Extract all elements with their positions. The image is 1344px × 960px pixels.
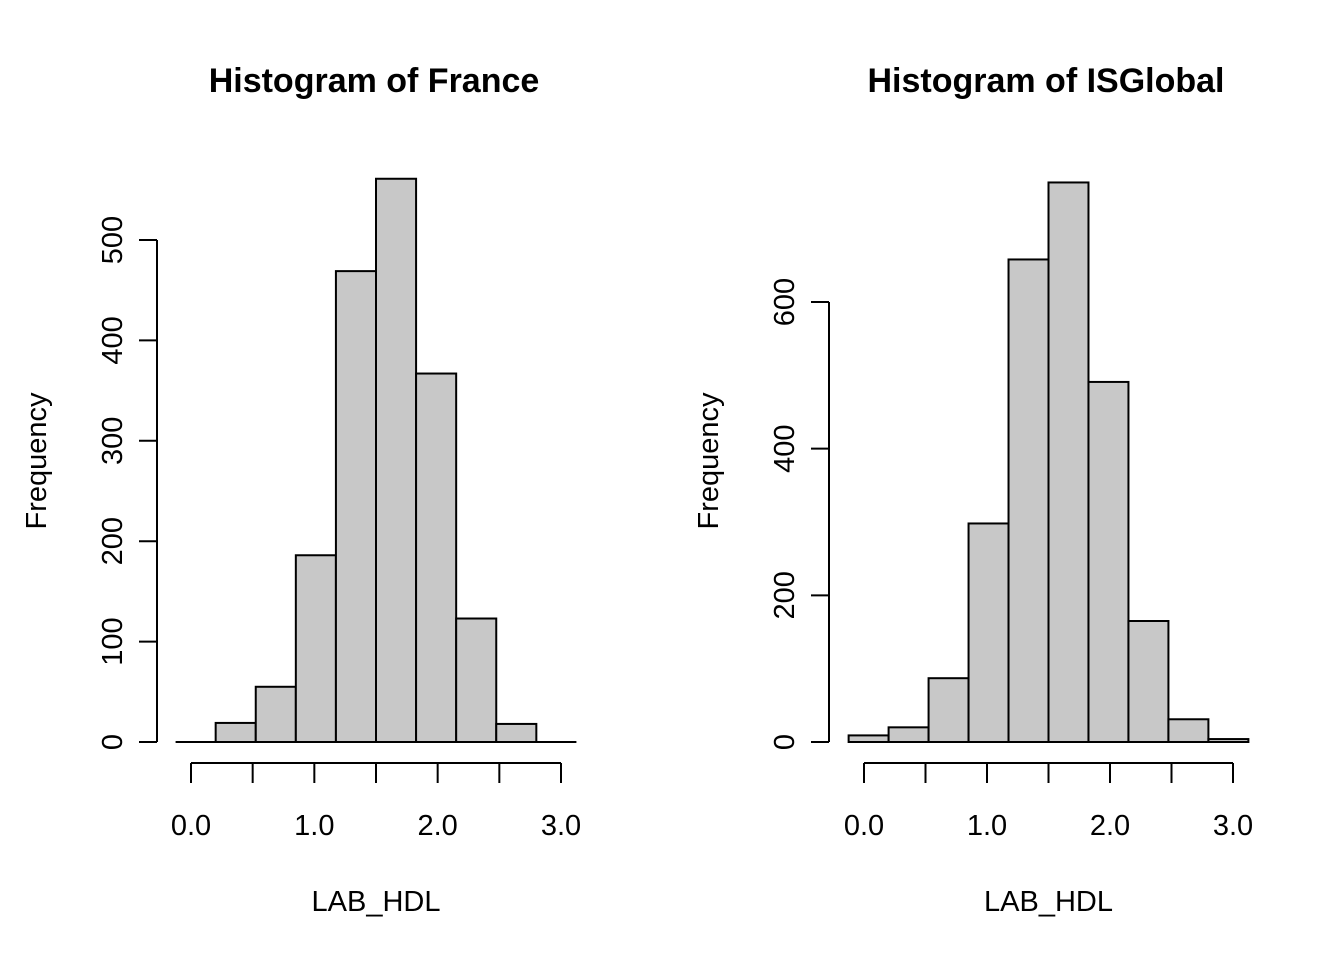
x-tick-label: 2.0	[1090, 810, 1130, 842]
x-axis-label: LAB_HDL	[984, 886, 1113, 918]
x-tick-label: 1.0	[294, 810, 334, 842]
x-axis: 0.0 1.0 2.0 3.0	[171, 762, 581, 842]
x-tick-label: 3.0	[1213, 810, 1253, 842]
histogram-bar	[967, 522, 1010, 744]
histogram-panel-1: Histogram of France 0 100 200 300 400 500 0.0 1.…	[21, 62, 581, 918]
y-tick-label: 200	[769, 571, 801, 619]
histogram-bar	[1127, 620, 1170, 743]
x-axis-label: LAB_HDL	[312, 886, 441, 918]
histogram-bar	[415, 372, 458, 743]
histogram-bar	[887, 726, 930, 743]
y-tick-label: 500	[97, 216, 129, 264]
bars	[175, 177, 577, 744]
x-tick-label: 1.0	[967, 810, 1007, 842]
y-tick-label: 0	[97, 734, 129, 750]
histogram-panel-2: Histogram of ISGlobal 0 200 400 600 0.0 1.0 2.0…	[693, 62, 1253, 918]
histogram-bar	[214, 721, 257, 744]
y-axis-label: Frequency	[693, 392, 725, 530]
y-tick-label: 300	[97, 417, 129, 465]
histogram-bar	[294, 554, 337, 743]
histogram-bar	[495, 722, 538, 743]
histogram-bar	[927, 677, 970, 744]
histogram-bar	[334, 270, 377, 743]
histogram-bar	[1047, 181, 1090, 743]
bars	[847, 181, 1250, 744]
histogram-bar	[847, 734, 890, 744]
histogram-bar	[1087, 380, 1130, 743]
y-tick-label: 100	[97, 617, 129, 665]
y-tick-label: 400	[97, 316, 129, 364]
y-axis: 0 200 400 600	[769, 278, 830, 750]
x-tick-label: 2.0	[418, 810, 458, 842]
histogram-bar	[375, 177, 418, 744]
x-tick-label: 0.0	[171, 810, 211, 842]
y-axis-label: Frequency	[21, 392, 53, 530]
chart-title: Histogram of France	[209, 62, 540, 100]
y-axis: 0 100 200 300 400 500	[97, 216, 158, 750]
histogram-bar	[1207, 738, 1250, 743]
chart-title: Histogram of ISGlobal	[867, 62, 1224, 100]
y-tick-label: 200	[97, 517, 129, 565]
histogram-bar	[455, 617, 498, 743]
y-tick-label: 600	[769, 278, 801, 326]
y-tick-label: 400	[769, 424, 801, 472]
x-tick-label: 3.0	[541, 810, 581, 842]
x-tick-label: 0.0	[844, 810, 884, 842]
histogram-bar	[1007, 258, 1050, 743]
histogram-bar	[254, 685, 297, 744]
y-tick-label: 0	[769, 734, 801, 750]
x-axis: 0.0 1.0 2.0 3.0	[844, 762, 1253, 842]
histogram-bar	[1167, 718, 1210, 743]
